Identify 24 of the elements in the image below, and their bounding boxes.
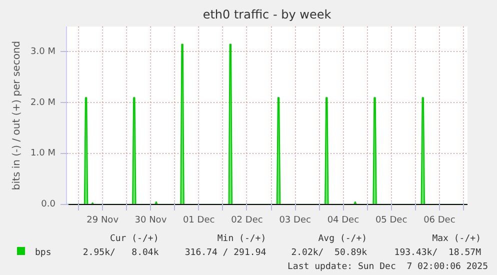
y-tick-label: 3.0 M <box>30 46 56 57</box>
y-tick-label: 0.0 <box>41 200 56 210</box>
text: Cur (-/+) <box>108 233 160 246</box>
text: Min (-/+) <box>216 233 268 246</box>
text: 193.43k/ 18.57M <box>393 246 482 260</box>
legend-label: bps <box>34 246 52 260</box>
text: Max (-/+) <box>431 233 482 246</box>
text: Avg (-/+) <box>317 233 368 246</box>
text: 2.02k/ 50.89k <box>290 246 368 260</box>
x-tick-label: 30 Nov <box>134 216 168 226</box>
y-axis-title: bits in (-) / out (+) per second <box>12 40 23 190</box>
y-tick-label: 2.0 M <box>30 98 56 108</box>
x-tick-label: 03 Dec <box>279 216 311 226</box>
x-tick-label: 05 Dec <box>375 216 408 226</box>
x-tick-label: 01 Dec <box>182 216 215 226</box>
x-tick-label: 06 Dec <box>424 216 456 226</box>
y-tick-label: 1.0 M <box>30 148 56 159</box>
x-tick-label: 02 Dec <box>231 216 263 226</box>
x-tick-label: 04 Dec <box>327 216 360 226</box>
text: 2.95k/ 8.04k <box>82 246 160 260</box>
chart-title: eth0 traffic - by week <box>202 8 332 22</box>
text: 316.74 / 291.94 <box>184 246 268 260</box>
x-tick-label: 29 Nov <box>86 216 120 226</box>
text: Last update: Sun Dec 7 02:00:06 2025 <box>286 260 489 274</box>
